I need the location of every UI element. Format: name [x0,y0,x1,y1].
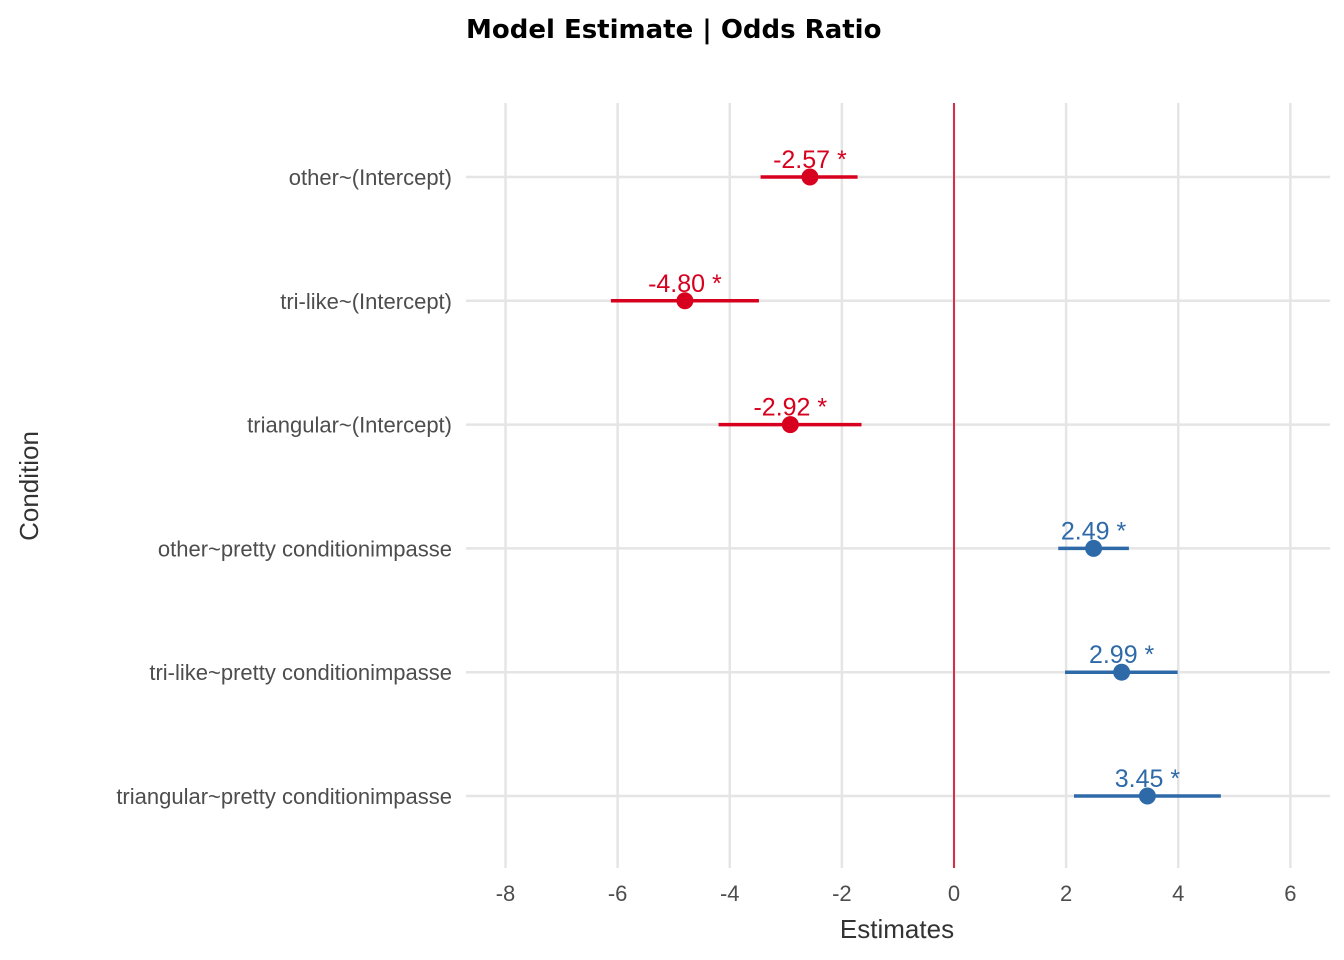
estimate-data-label: -2.57 * [773,146,847,174]
x-tick-labels: -8 -6 -4 -2 0 2 4 6 [496,881,1297,906]
x-tick-label: -6 [608,881,628,906]
estimate-data-label: 2.99 * [1089,641,1155,669]
x-tick-label: 0 [948,881,960,906]
estimate-marks: -2.57 * -4.80 * -2.92 * 2.49 * 2.99 * 3.45 * [610,146,1221,805]
y-tick-label: other~pretty conditionimpasse [158,536,452,561]
estimate-point [801,168,819,186]
y-tick-label: tri-like~pretty conditionimpasse [149,660,452,685]
y-tick-label: triangular~pretty conditionimpasse [116,784,452,809]
x-tick-label: -8 [496,881,516,906]
y-tick-labels: other~(Intercept) tri-like~(Intercept) tri… [116,165,452,809]
chart-title: Model Estimate | Odds Ratio [466,15,881,45]
estimate-data-label: 3.45 * [1115,765,1181,793]
y-tick-label: triangular~(Intercept) [247,413,452,438]
estimate-point [1138,787,1156,805]
grid [466,103,1330,868]
estimate-data-label: -4.80 * [648,270,722,298]
estimate-point [781,416,799,434]
estimate-data-label: 2.49 * [1061,517,1127,545]
y-tick-label: other~(Intercept) [289,165,452,190]
estimate-point [676,292,694,310]
y-axis-title: Condition [14,431,44,541]
x-tick-label: 4 [1172,881,1184,906]
x-tick-label: -2 [832,881,852,906]
estimate-point [1113,663,1131,681]
estimate-data-label: -2.92 * [753,394,827,422]
x-axis-title: Estimates [840,914,954,944]
x-tick-label: 6 [1284,881,1296,906]
estimate-point [1085,539,1103,557]
y-tick-label: tri-like~(Intercept) [280,289,452,314]
x-tick-label: -4 [720,881,740,906]
x-tick-label: 2 [1060,881,1072,906]
